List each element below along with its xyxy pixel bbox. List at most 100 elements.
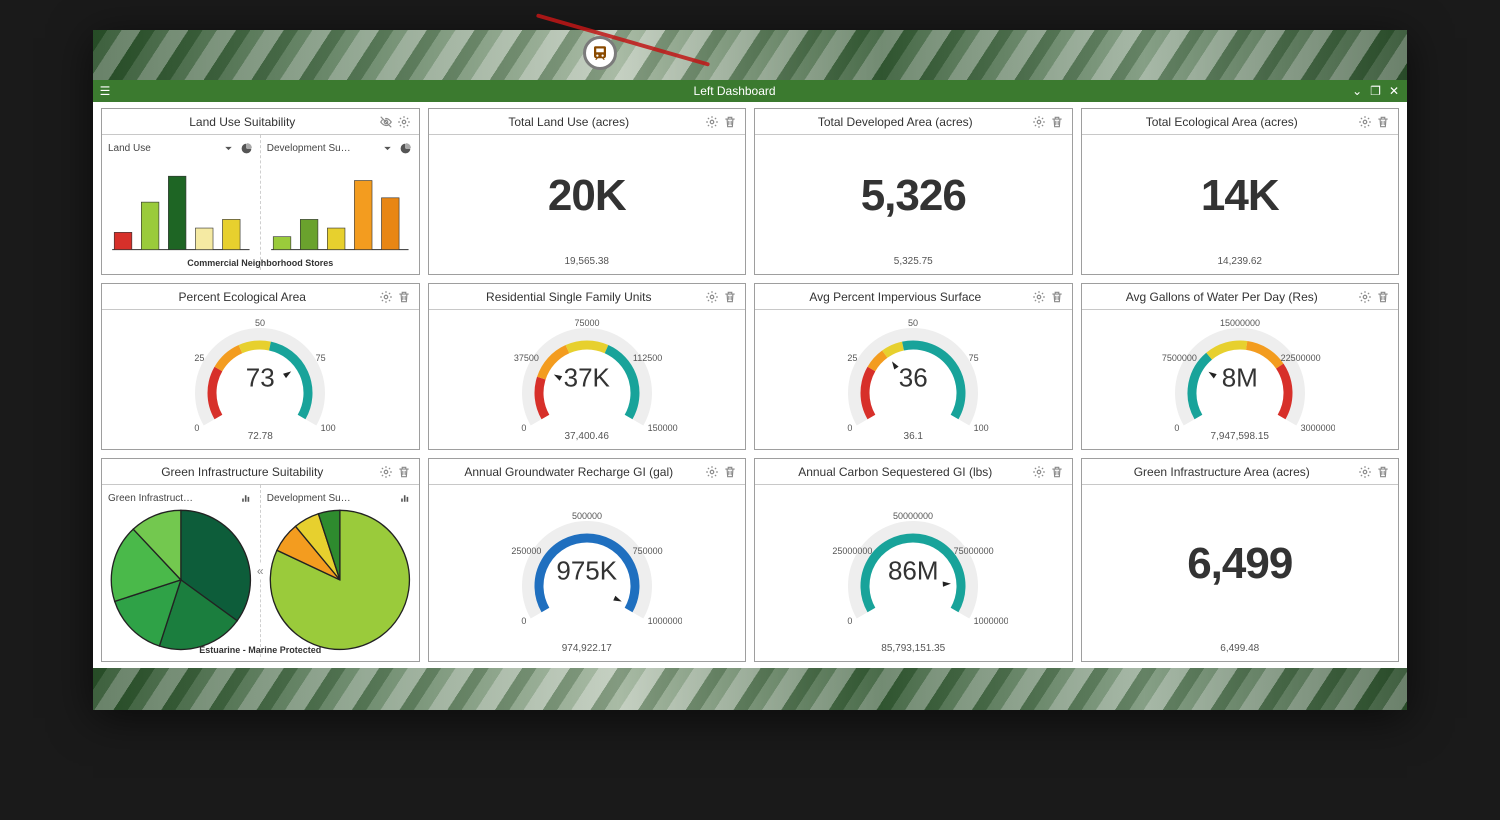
gear-icon[interactable] — [1030, 288, 1048, 306]
gauge-value: 975K — [556, 555, 617, 586]
svg-text:0: 0 — [848, 423, 853, 431]
svg-text:100000000: 100000000 — [974, 616, 1008, 624]
maximize-icon[interactable]: ❐ — [1370, 84, 1381, 98]
card-0: Land Use Suitability Land Use Development … — [101, 108, 420, 275]
gear-icon[interactable] — [1030, 113, 1048, 131]
gear-icon[interactable] — [1356, 463, 1374, 481]
gear-icon[interactable] — [703, 463, 721, 481]
trash-icon[interactable] — [721, 463, 739, 481]
card-6: Avg Percent Impervious Surface0255075100… — [754, 283, 1073, 450]
dual-bar-chart: Land Use Development Su… Commercial Neighb… — [102, 135, 419, 270]
swap-icon[interactable]: « — [255, 564, 266, 578]
visibility-off-icon[interactable] — [377, 113, 395, 131]
close-icon[interactable]: ✕ — [1389, 84, 1399, 98]
card-footer: 37,400.46 — [429, 431, 746, 449]
caret-down-icon[interactable] — [222, 141, 236, 155]
gauge: 075000001500000022500000300000008M — [1082, 310, 1399, 431]
svg-text:50: 50 — [908, 318, 918, 328]
series-label: Land Use — [108, 143, 218, 154]
card-7: Avg Gallons of Water Per Day (Res)075000… — [1081, 283, 1400, 450]
svg-text:100: 100 — [321, 423, 336, 431]
pie-chart — [108, 507, 254, 653]
card-footer: 36.1 — [755, 431, 1072, 449]
svg-text:112500: 112500 — [633, 353, 662, 363]
svg-text:75000000: 75000000 — [954, 546, 994, 556]
card-header: Avg Gallons of Water Per Day (Res) — [1082, 284, 1399, 310]
card-title: Percent Ecological Area — [108, 290, 377, 304]
pie-icon[interactable] — [240, 141, 254, 155]
series-label: Green Infrastruct… — [108, 493, 236, 504]
stat-value: 5,326 — [861, 171, 966, 221]
card-footer: 7,947,598.15 — [1082, 431, 1399, 449]
card-header: Annual Carbon Sequestered GI (lbs) — [755, 459, 1072, 485]
gear-icon[interactable] — [377, 288, 395, 306]
card-footer: 72.78 — [102, 431, 419, 449]
svg-text:0: 0 — [521, 423, 526, 431]
series-label: Development Su… — [267, 143, 377, 154]
card-10: Annual Carbon Sequestered GI (lbs)025000… — [754, 458, 1073, 662]
trash-icon[interactable] — [1374, 113, 1392, 131]
svg-text:750000: 750000 — [632, 546, 662, 556]
trash-icon[interactable] — [1048, 113, 1066, 131]
svg-text:75000: 75000 — [574, 318, 599, 328]
trash-icon[interactable] — [721, 288, 739, 306]
card-title: Land Use Suitability — [108, 115, 377, 129]
card-header: Residential Single Family Units — [429, 284, 746, 310]
svg-text:0: 0 — [195, 423, 200, 431]
svg-text:150000: 150000 — [647, 423, 677, 431]
svg-text:0: 0 — [521, 616, 526, 624]
card-header: Total Land Use (acres) — [429, 109, 746, 135]
card-header: Green Infrastructure Suitability — [102, 459, 419, 485]
dual-pie-chart: Green Infrastruct…Development Su…«Estuar… — [102, 485, 419, 657]
card-title: Residential Single Family Units — [435, 290, 704, 304]
card-header: Total Ecological Area (acres) — [1082, 109, 1399, 135]
bar-icon[interactable] — [399, 491, 413, 505]
card-title: Annual Carbon Sequestered GI (lbs) — [761, 465, 1030, 479]
gauge-value: 73 — [246, 362, 275, 393]
stat-value: 20K — [548, 171, 626, 221]
gear-icon[interactable] — [703, 288, 721, 306]
card-title: Avg Gallons of Water Per Day (Res) — [1088, 290, 1357, 304]
gear-icon[interactable] — [1356, 113, 1374, 131]
stat-value: 6,499 — [1187, 539, 1292, 589]
hamburger-icon[interactable]: ☰ — [93, 84, 117, 98]
card-header: Percent Ecological Area — [102, 284, 419, 310]
titlebar: ☰ Left Dashboard ⌄ ❐ ✕ — [93, 80, 1407, 102]
card-title: Total Land Use (acres) — [435, 115, 704, 129]
gear-icon[interactable] — [703, 113, 721, 131]
gear-icon[interactable] — [395, 113, 413, 131]
window-title: Left Dashboard — [117, 84, 1352, 98]
card-2: Total Developed Area (acres) 5,326 5,325.7… — [754, 108, 1073, 275]
card-5: Residential Single Family Units037500750… — [428, 283, 747, 450]
trash-icon[interactable] — [721, 113, 739, 131]
trash-icon[interactable] — [1048, 463, 1066, 481]
pie-chart — [267, 507, 413, 653]
gauge: 025000000500000007500000010000000086M — [755, 485, 1072, 643]
trash-icon[interactable] — [395, 288, 413, 306]
trash-icon[interactable] — [1374, 463, 1392, 481]
trash-icon[interactable] — [1374, 288, 1392, 306]
gear-icon[interactable] — [1030, 463, 1048, 481]
card-footer: 5,325.75 — [755, 256, 1072, 274]
trash-icon[interactable] — [1048, 288, 1066, 306]
map-transit-marker[interactable] — [583, 36, 617, 70]
caret-down-icon[interactable] — [381, 141, 395, 155]
gear-icon[interactable] — [377, 463, 395, 481]
gauge-value: 86M — [888, 555, 939, 586]
gauge-value: 36 — [899, 362, 928, 393]
card-title: Total Developed Area (acres) — [761, 115, 1030, 129]
svg-text:30000000: 30000000 — [1300, 423, 1334, 431]
trash-icon[interactable] — [395, 463, 413, 481]
svg-text:7500000: 7500000 — [1162, 353, 1197, 363]
svg-text:1000000: 1000000 — [647, 616, 681, 624]
svg-text:50: 50 — [255, 318, 265, 328]
bar-icon[interactable] — [240, 491, 254, 505]
card-footer: 19,565.38 — [429, 256, 746, 274]
map-route-line — [536, 13, 710, 66]
chart-footer: Commercial Neighborhood Stores — [102, 258, 419, 268]
pie-icon[interactable] — [399, 141, 413, 155]
gear-icon[interactable] — [1356, 288, 1374, 306]
collapse-icon[interactable]: ⌄ — [1352, 84, 1362, 98]
gauge-value: 8M — [1222, 362, 1258, 393]
card-1: Total Land Use (acres) 20K 19,565.38 — [428, 108, 747, 275]
